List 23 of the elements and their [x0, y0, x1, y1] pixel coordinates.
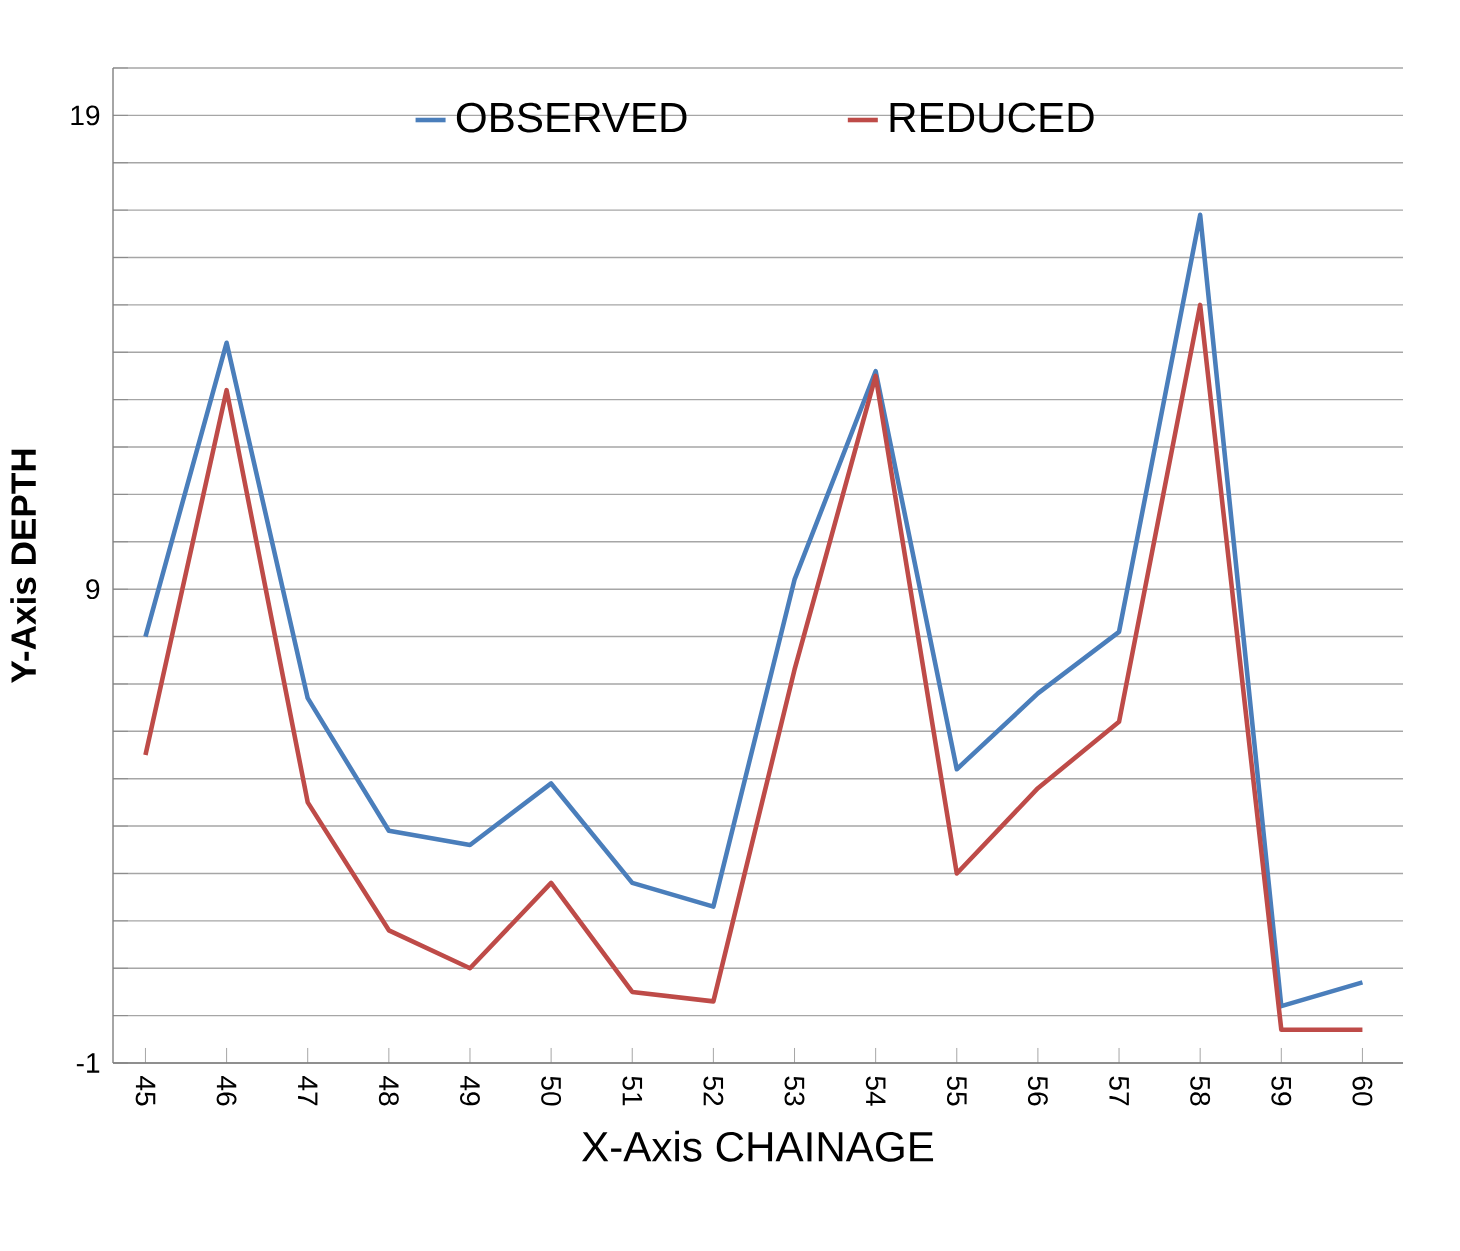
x-tick-label: 46	[216, 1076, 237, 1106]
y-tick-label: 19	[71, 105, 100, 126]
x-tick-label: 55	[946, 1076, 967, 1106]
x-tick-label: 52	[703, 1076, 724, 1106]
legend-label: OBSERVED	[456, 102, 687, 133]
legend-label: REDUCED	[890, 102, 1094, 133]
x-tick-label: 59	[1271, 1076, 1292, 1106]
x-tick-label: 47	[298, 1076, 318, 1106]
x-tick-label: 58	[1190, 1076, 1211, 1106]
y-tick-label: 9	[86, 579, 100, 600]
x-tick-label: 51	[622, 1076, 643, 1106]
x-tick-label: 57	[1109, 1076, 1129, 1106]
x-tick-label: 49	[460, 1076, 480, 1106]
x-tick-label: 53	[784, 1076, 805, 1106]
y-axis-title: Y-Axis DEPTH	[10, 449, 37, 684]
x-tick-label: 48	[378, 1076, 399, 1106]
x-tick-label: 54	[865, 1076, 886, 1106]
x-tick-label: 60	[1352, 1076, 1373, 1106]
x-axis-title: X-Axis CHAINAGE	[582, 1130, 934, 1162]
x-tick-label: 45	[135, 1076, 156, 1106]
x-tick-label: 50	[541, 1076, 562, 1106]
x-tick-label: 56	[1027, 1076, 1048, 1106]
y-tick-label: -1	[76, 1053, 100, 1073]
